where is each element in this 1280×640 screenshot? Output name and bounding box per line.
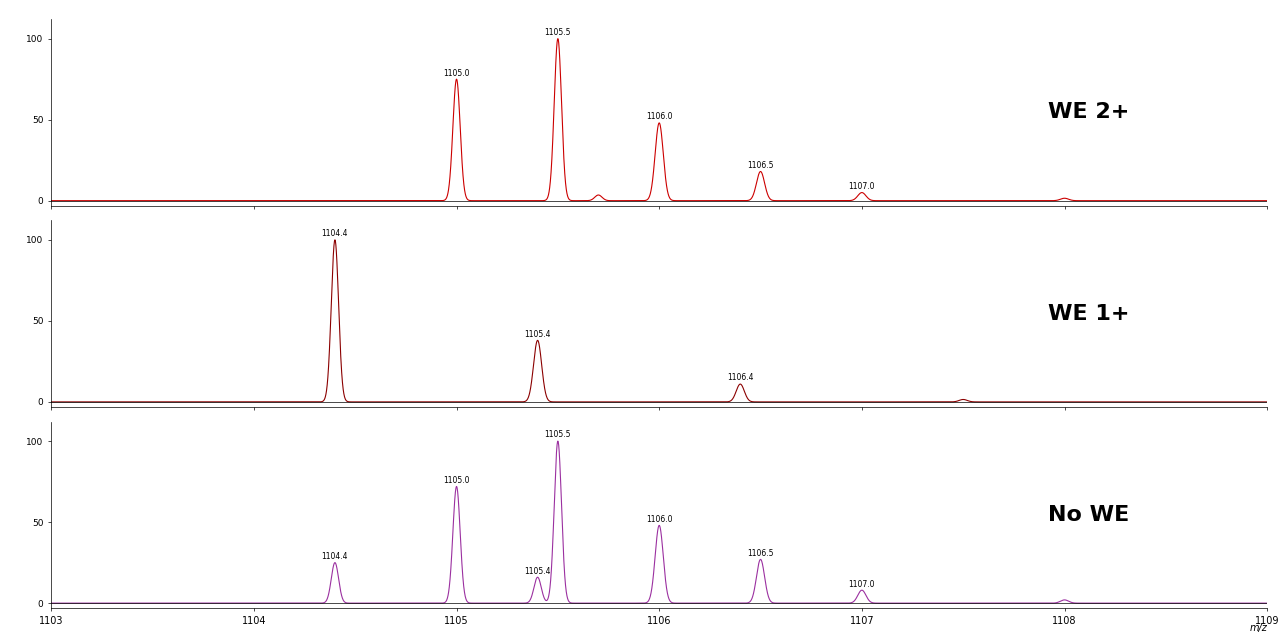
Text: 1104.4: 1104.4 — [321, 229, 348, 238]
Text: 1105.5: 1105.5 — [544, 28, 571, 37]
Text: WE 1+: WE 1+ — [1048, 303, 1130, 324]
Text: 1107.0: 1107.0 — [849, 580, 876, 589]
Text: No WE: No WE — [1048, 505, 1129, 525]
Text: 1106.4: 1106.4 — [727, 374, 754, 383]
Text: 1105.5: 1105.5 — [544, 431, 571, 440]
Text: 1105.0: 1105.0 — [443, 68, 470, 77]
Text: WE 2+: WE 2+ — [1048, 102, 1130, 122]
Text: 1106.5: 1106.5 — [748, 548, 774, 558]
Text: 1105.0: 1105.0 — [443, 476, 470, 485]
Text: m/z: m/z — [1249, 623, 1267, 633]
Text: 1105.4: 1105.4 — [525, 330, 550, 339]
Text: 1105.4: 1105.4 — [525, 566, 550, 575]
Text: 1104.4: 1104.4 — [321, 552, 348, 561]
Text: 1107.0: 1107.0 — [849, 182, 876, 191]
Text: 1106.5: 1106.5 — [748, 161, 774, 170]
Text: 1106.0: 1106.0 — [646, 515, 672, 524]
Text: 1106.0: 1106.0 — [646, 112, 672, 121]
